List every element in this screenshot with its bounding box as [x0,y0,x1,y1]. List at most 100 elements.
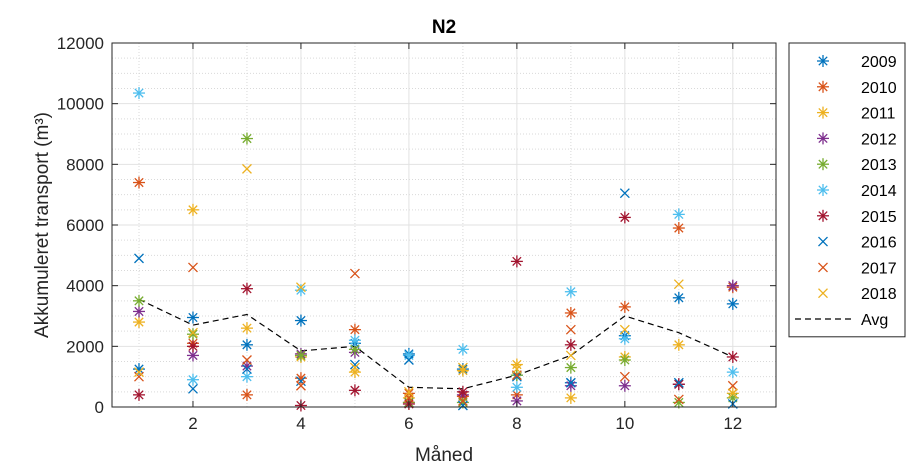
legend-label-2016: 2016 [861,235,897,252]
point-2014-m3 [240,370,253,383]
point-2010-m1 [132,176,145,189]
point-2014-m9 [564,285,577,298]
legend: 2009 2010 2011 2012 2013 2014 2015 2016 2017 2018… [788,42,906,338]
point-2018-m7 [457,362,468,373]
point-2018-m3 [241,163,252,174]
legend-swatch-2013 [817,158,829,171]
y-tick-label: 4000 [66,277,104,296]
axis-ticks: 2 4 6 8 10 12 0 2000 4000 6000 8000 10000 12000 [57,34,776,433]
point-2010-m3 [240,388,253,401]
point-2009-m12 [726,297,739,310]
point-2017-m5 [349,268,360,279]
legend-swatch-2016 [818,236,828,247]
legend-swatch-2011 [817,106,829,119]
x-tick-label: 4 [296,414,305,433]
point-2009-m3 [240,338,253,351]
legend-swatch-2010 [817,80,829,93]
point-2018-m1 [134,367,144,378]
point-2018-m9 [565,350,576,361]
y-tick-label: 0 [95,398,104,417]
y-axis-title: Akkumuleret transport (m³) [32,112,53,338]
point-2014-m11 [672,208,685,221]
point-2018-m2 [188,327,198,338]
legend-swatch-2018 [818,288,828,299]
point-2017-m3 [241,355,252,365]
point-2009-m1 [132,363,145,376]
legend-label-2014: 2014 [861,183,897,200]
point-2018-m6 [403,386,414,397]
point-2011-m11 [672,338,685,351]
point-2011-m7 [456,364,469,377]
point-2015-m9 [564,338,577,351]
legend-label-Avg: Avg [861,312,888,329]
point-2015-m12 [726,350,739,363]
point-2010-m10 [618,300,631,313]
point-2018-m8 [511,364,522,375]
point-2011-m2 [186,203,199,216]
legend-swatch-2017 [818,262,828,273]
point-2018-m10 [619,324,630,335]
point-2012-m12 [726,279,739,292]
point-2012-m9 [564,379,577,392]
point-2015-m11 [672,378,685,391]
point-2018-m5 [349,362,360,373]
point-2010-m11 [672,222,685,235]
point-2017-m10 [619,371,630,382]
point-2017-m7 [457,395,468,406]
y-tick-label: 2000 [66,337,104,356]
y-tick-label: 8000 [66,155,104,174]
legend-label-2015: 2015 [861,209,897,226]
point-2011-m1 [132,316,145,329]
point-2015-m10 [618,211,631,224]
point-2010-m5 [348,323,361,336]
point-2013-m10 [618,353,631,366]
point-2013-m4 [294,349,307,362]
point-2015-m5 [348,384,361,397]
legend-swatch-2012 [817,132,829,145]
x-axis-title: Måned [415,445,473,466]
point-2012-m1 [132,305,145,318]
point-2013-m9 [564,361,577,374]
point-2015-m1 [132,388,145,401]
point-2015-m3 [240,282,253,295]
data-points [132,87,739,412]
x-tick-label: 2 [188,414,197,433]
point-2016-m4 [295,376,306,387]
point-2017-m11 [673,394,684,405]
point-2010-m9 [564,306,577,319]
legend-label-2009: 2009 [861,54,897,71]
point-2016-m11 [673,377,684,388]
point-2017-m12 [727,380,738,391]
point-2017-m1 [134,371,144,382]
point-2009-m11 [672,291,685,304]
point-2009-m2 [186,311,199,324]
point-2016-m6 [403,355,414,365]
point-2016-m1 [134,253,144,264]
y-tick-label: 12000 [57,34,104,53]
point-2018-m4 [295,282,306,293]
point-2011-m9 [564,391,577,404]
point-2014-m1 [132,87,145,100]
point-2014-m4 [294,284,307,297]
point-2016-m8 [511,371,522,382]
point-2014-m10 [618,332,631,345]
point-2014-m12 [726,366,739,379]
legend-swatch-2015 [817,209,829,222]
avg-line [138,298,734,390]
point-2017-m9 [565,324,576,335]
point-2017-m4 [295,380,306,391]
legend-label-2011: 2011 [861,106,896,123]
point-2016-m2 [188,383,198,394]
point-2013-m2 [186,328,199,341]
y-tick-label: 10000 [57,95,104,114]
x-tick-label: 8 [512,414,521,433]
point-2016-m7 [457,400,468,411]
point-2011-m3 [240,322,253,335]
point-2015-m7 [456,385,469,398]
legend-box [788,42,906,338]
y-tick-label: 6000 [66,216,104,235]
point-2010-m4 [294,372,307,385]
point-2016-m3 [241,364,252,375]
point-2014-m5 [348,334,361,347]
